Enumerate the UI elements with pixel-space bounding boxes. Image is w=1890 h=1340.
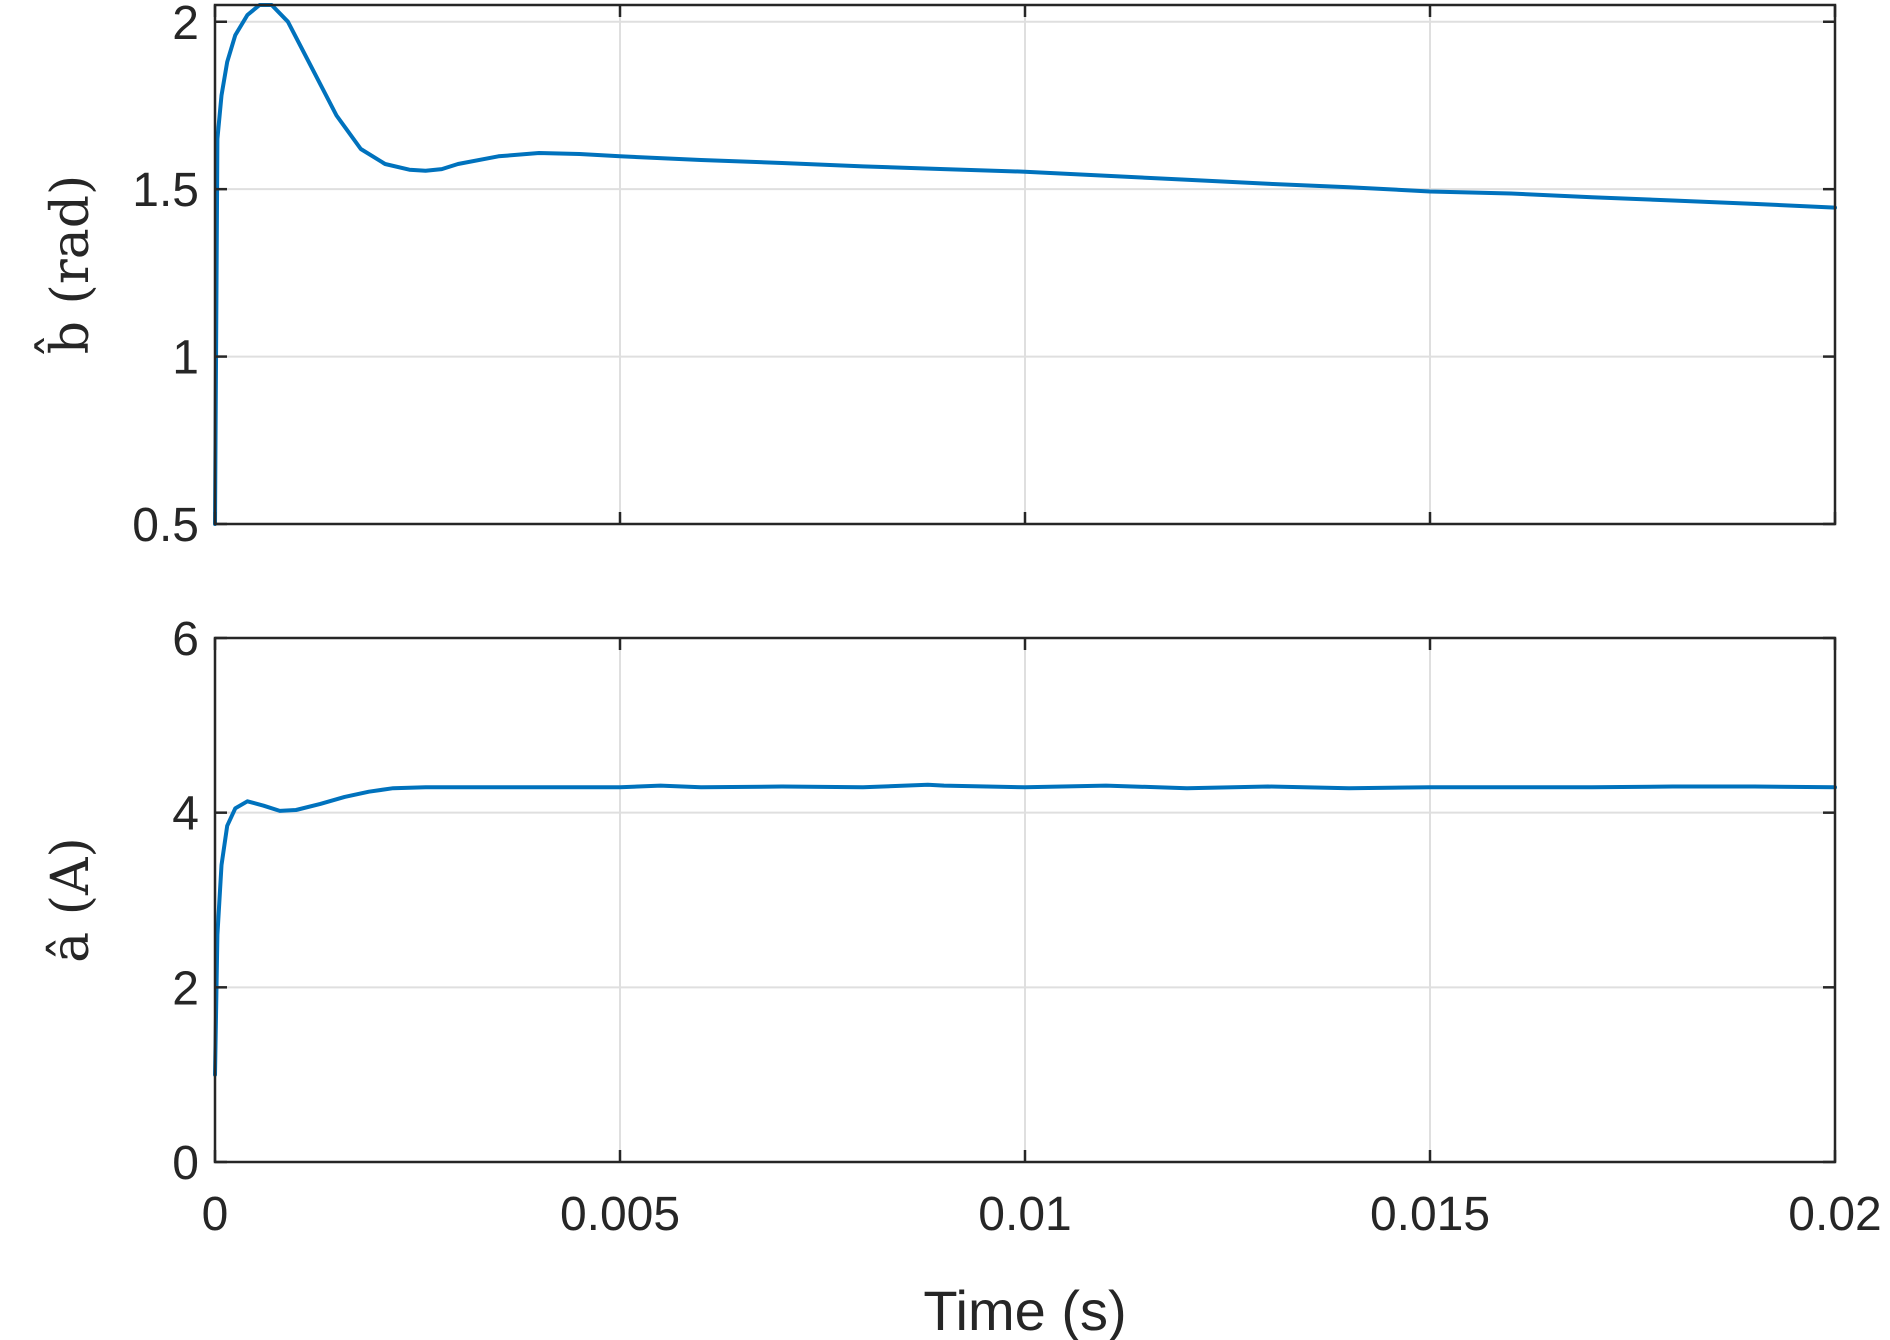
y-tick-label: 1 xyxy=(172,332,199,385)
y-axis-label: b̂ (rad) xyxy=(35,175,101,355)
series-line xyxy=(213,3,1837,526)
top-subplot: 0.5 1 1.5 2 b̂ (rad) xyxy=(35,0,1837,552)
y-tick-label: 0 xyxy=(172,1137,199,1190)
bottom-subplot: 0 0.005 0.01 0.015 0.02 0 2 4 6 â (A) Time (s) xyxy=(41,613,1882,1340)
x-axis-label: Time (s) xyxy=(923,1279,1126,1340)
x-tick-label: 0 xyxy=(202,1188,229,1241)
y-tick-label: 6 xyxy=(172,613,199,666)
y-tick-label: 4 xyxy=(172,788,199,841)
y-tick-label: 2 xyxy=(172,0,199,50)
y-tick-label: 2 xyxy=(172,962,199,1015)
x-tick-label: 0.01 xyxy=(978,1188,1071,1241)
series-line xyxy=(213,782,1837,1077)
y-tick-label: 0.5 xyxy=(132,499,199,552)
y-tick-label: 1.5 xyxy=(132,164,199,217)
x-tick-label: 0.02 xyxy=(1788,1188,1881,1241)
x-tick-label: 0.015 xyxy=(1370,1188,1490,1241)
y-axis-label: â (A) xyxy=(41,837,101,963)
x-tick-label: 0.005 xyxy=(560,1188,680,1241)
